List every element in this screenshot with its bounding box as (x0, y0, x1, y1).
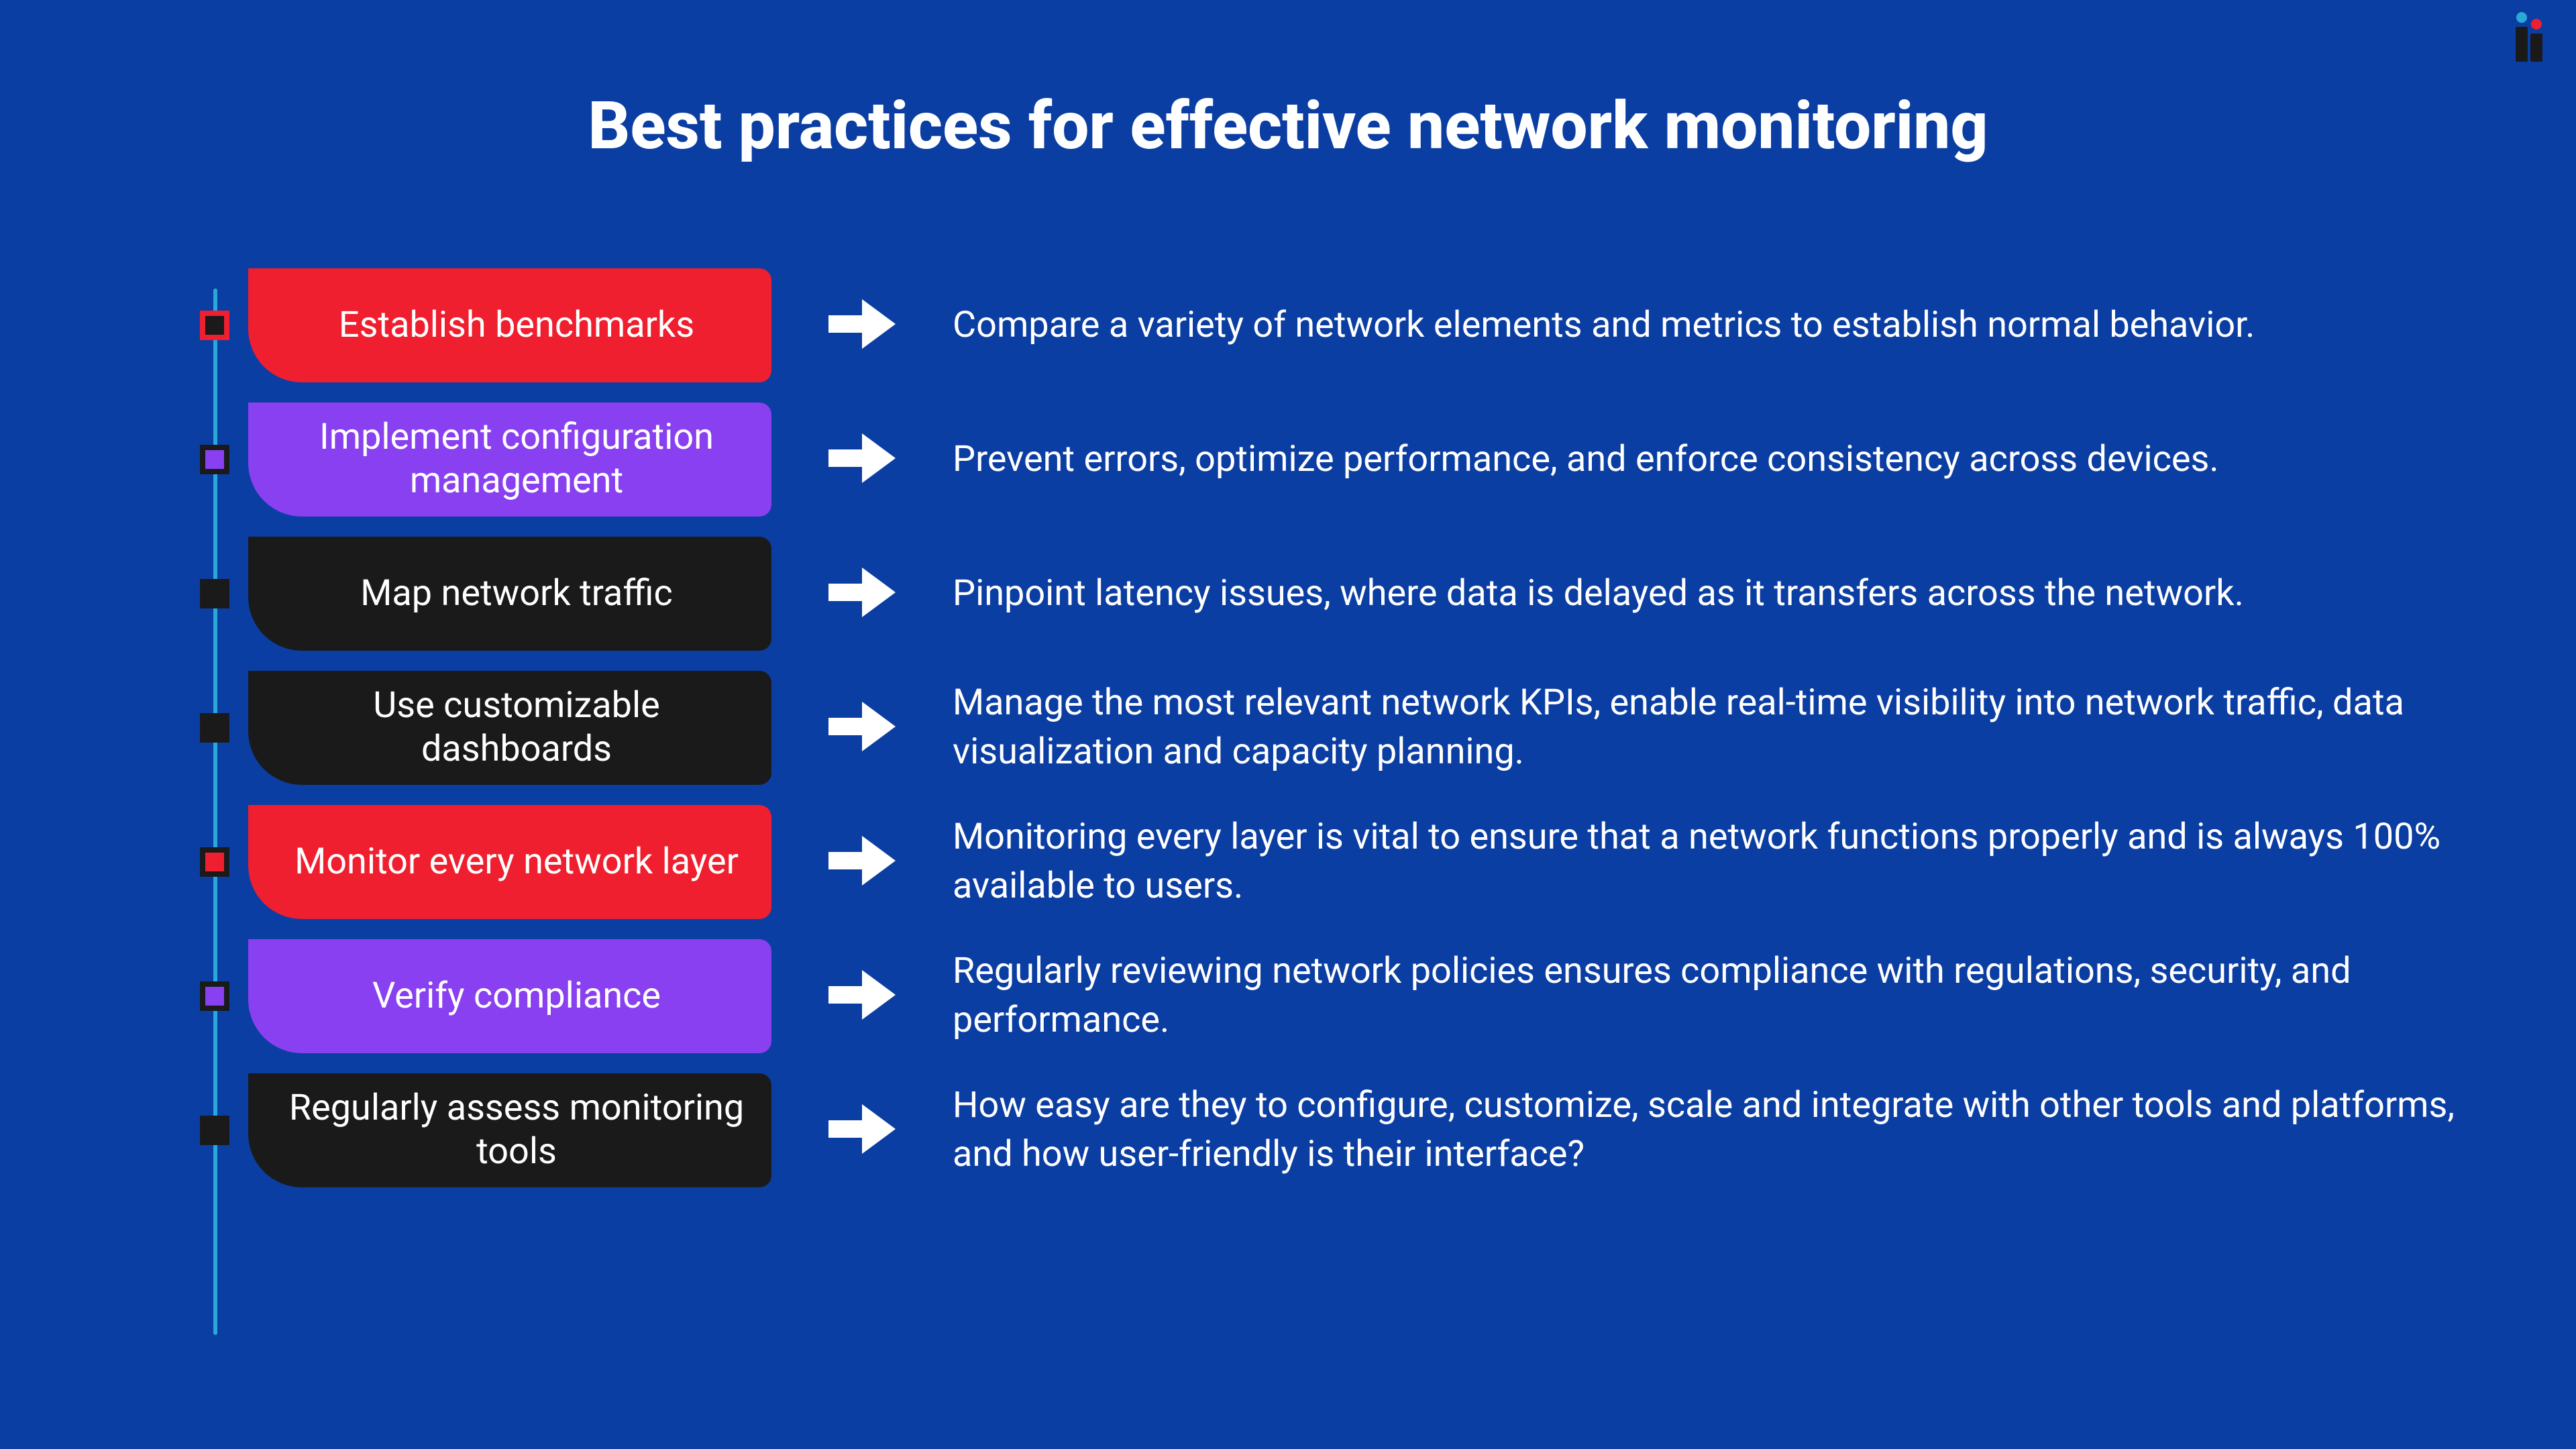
practice-description: Manage the most relevant network KPIs, e… (953, 679, 2469, 777)
practice-row: Verify compliance Regularly reviewing net… (201, 939, 2469, 1053)
practice-description: Compare a variety of network elements an… (953, 301, 2469, 350)
arrow-right-icon (825, 1099, 899, 1162)
practice-tag: Use customizable dashboards (248, 671, 771, 785)
practice-tag: Map network traffic (248, 537, 771, 651)
timeline-marker (200, 713, 229, 743)
item-rows: Establish benchmarks Compare a variety of… (201, 268, 2469, 1187)
practice-tag: Implement configuration management (248, 402, 771, 517)
brand-logo (2516, 27, 2542, 62)
practice-description: Prevent errors, optimize performance, an… (953, 435, 2469, 484)
timeline-marker (200, 445, 229, 474)
logo-bar-2 (2530, 34, 2542, 62)
logo-bar-1 (2516, 27, 2528, 62)
infographic-slide: Best practices for effective network mon… (0, 0, 2576, 1449)
practice-tag: Monitor every network layer (248, 805, 771, 919)
arrow-right-icon (825, 830, 899, 894)
timeline-marker (200, 311, 229, 340)
slide-title: Best practices for effective network mon… (0, 87, 2576, 164)
arrow-right-icon (825, 965, 899, 1028)
practice-tag: Regularly assess monitoring tools (248, 1073, 771, 1187)
practice-description: How easy are they to configure, customiz… (953, 1081, 2469, 1179)
arrow-right-icon (825, 428, 899, 491)
practice-row: Implement configuration management Preven… (201, 402, 2469, 517)
arrow-right-icon (825, 294, 899, 357)
arrow-right-icon (825, 696, 899, 759)
arrow-right-icon (825, 562, 899, 625)
content-area: Establish benchmarks Compare a variety of… (201, 268, 2469, 1382)
logo-dot-1 (2516, 12, 2527, 23)
practice-tag: Verify compliance (248, 939, 771, 1053)
practice-row: Use customizable dashboards Manage the mo… (201, 671, 2469, 785)
practice-row: Establish benchmarks Compare a variety of… (201, 268, 2469, 382)
practice-row: Monitor every network layer Monitoring ev… (201, 805, 2469, 919)
practice-description: Monitoring every layer is vital to ensur… (953, 813, 2469, 911)
practice-description: Regularly reviewing network policies ens… (953, 947, 2469, 1045)
logo-dot-2 (2531, 19, 2542, 30)
practice-description: Pinpoint latency issues, where data is d… (953, 570, 2469, 619)
timeline-marker (200, 1116, 229, 1145)
practice-tag: Establish benchmarks (248, 268, 771, 382)
timeline-marker (200, 981, 229, 1011)
practice-row: Regularly assess monitoring tools How eas… (201, 1073, 2469, 1187)
timeline-marker (200, 847, 229, 877)
timeline-marker (200, 579, 229, 608)
practice-row: Map network traffic Pinpoint latency issu… (201, 537, 2469, 651)
